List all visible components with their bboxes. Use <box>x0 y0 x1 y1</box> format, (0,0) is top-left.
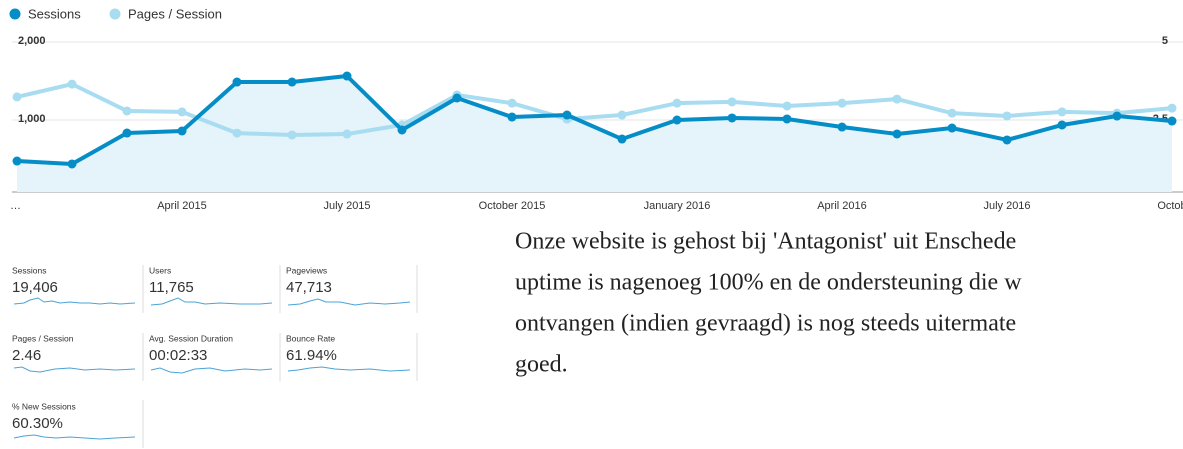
data-point <box>507 112 517 122</box>
data-point <box>947 123 957 133</box>
sparkline <box>150 367 273 374</box>
data-point <box>287 130 297 140</box>
metric-label: Sessions <box>12 265 47 275</box>
x-tick-label: April 2016 <box>817 200 867 212</box>
metric-label: Users <box>149 265 171 275</box>
y-tick-label: 2,000 <box>18 35 46 47</box>
data-point <box>562 110 572 120</box>
paragraph-line: Onze website is gehost bij 'Antagonist' … <box>515 229 1016 255</box>
data-point <box>507 98 517 108</box>
data-point <box>837 98 847 108</box>
legend-label: Sessions <box>28 6 81 21</box>
x-tick-label: July 2016 <box>983 200 1030 212</box>
data-point <box>672 115 682 125</box>
data-point <box>67 159 77 169</box>
data-point <box>177 107 187 117</box>
x-tick-label: … <box>10 200 21 212</box>
data-point <box>122 128 132 138</box>
data-point <box>782 114 792 124</box>
metric-label: Avg. Session Duration <box>149 333 233 343</box>
sessions-area <box>17 76 1172 192</box>
data-point <box>1002 111 1012 121</box>
data-point <box>1002 135 1012 145</box>
metric-label: Pageviews <box>286 265 327 275</box>
sparkline <box>150 297 273 306</box>
sparklines <box>13 297 411 440</box>
data-point <box>177 126 187 136</box>
data-point <box>892 129 902 139</box>
metric-value: 47,713 <box>286 279 332 296</box>
sparkline <box>13 297 136 305</box>
metric-label: % New Sessions <box>12 401 76 411</box>
data-point <box>617 134 627 144</box>
data-point <box>452 93 462 103</box>
sparkline <box>287 366 411 372</box>
y2-tick-label: 5 <box>1162 35 1168 47</box>
paragraph-line: goed. <box>515 352 568 378</box>
legend-marker <box>109 8 121 20</box>
series-line <box>16 82 1173 137</box>
sparkline <box>287 298 411 306</box>
metric-value: 2.46 <box>12 347 41 364</box>
metric-value: 60.30% <box>12 415 63 432</box>
data-point <box>1057 107 1067 117</box>
data-point <box>1167 116 1177 126</box>
sparkline <box>13 366 136 373</box>
data-point <box>12 92 22 102</box>
data-point <box>397 125 407 135</box>
metric-value: 19,406 <box>12 279 58 296</box>
data-point <box>672 98 682 108</box>
data-point <box>287 77 297 87</box>
metric-label: Bounce Rate <box>286 333 335 343</box>
data-point <box>1167 103 1177 113</box>
data-point <box>837 122 847 132</box>
data-point <box>947 108 957 118</box>
x-tick-label: October 2015 <box>479 200 546 212</box>
tile-separators <box>142 265 418 448</box>
data-point <box>342 129 352 139</box>
legend-label: Pages / Session <box>128 6 222 21</box>
data-point <box>617 110 627 120</box>
x-tick-label: Octob <box>1157 200 1183 212</box>
data-point <box>122 106 132 116</box>
data-point <box>1112 111 1122 121</box>
data-point <box>892 94 902 104</box>
sparkline <box>13 434 136 440</box>
data-point <box>727 97 737 107</box>
data-point <box>232 77 242 87</box>
paragraph-line: uptime is nagenoeg 100% en de ondersteun… <box>515 270 1022 296</box>
x-tick-label: January 2016 <box>644 200 711 212</box>
data-point <box>782 101 792 111</box>
metric-value: 61.94% <box>286 347 337 364</box>
data-point <box>67 79 77 89</box>
data-point <box>342 71 352 81</box>
data-point <box>232 128 242 138</box>
x-tick-label: July 2015 <box>323 200 370 212</box>
data-point <box>1057 120 1067 130</box>
metric-value: 11,765 <box>149 279 194 296</box>
data-point <box>12 156 22 166</box>
paragraph-line: ontvangen (indien gevraagd) is nog steed… <box>515 311 1016 337</box>
data-point <box>727 113 737 123</box>
x-tick-label: April 2015 <box>157 200 207 212</box>
legend-marker <box>9 8 21 20</box>
metric-label: Pages / Session <box>12 333 74 343</box>
series-line <box>16 74 1173 166</box>
y-tick-label: 1,000 <box>18 113 46 125</box>
metric-value: 00:02:33 <box>149 347 207 364</box>
